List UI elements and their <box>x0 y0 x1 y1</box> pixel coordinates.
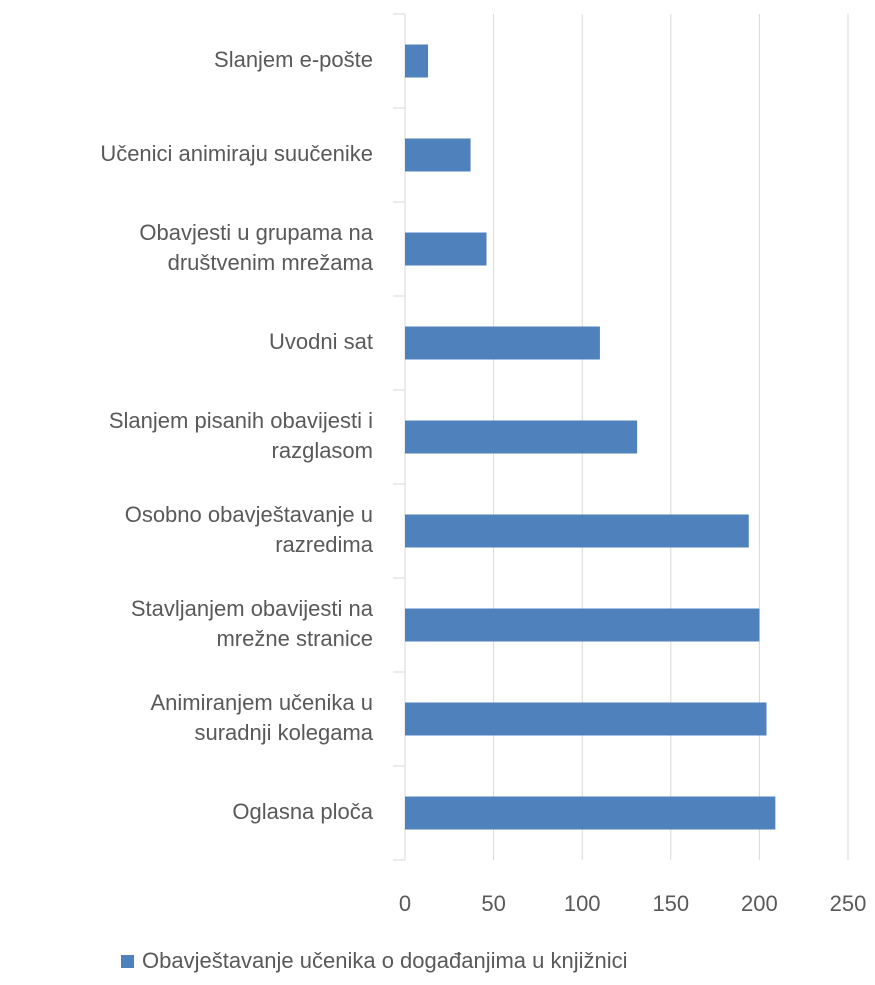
y-tick-label: Oglasna ploča <box>232 799 373 824</box>
bar <box>405 702 767 736</box>
bar <box>405 232 487 266</box>
y-tick-label: Slanjem pisanih obavijesti i razglasom <box>109 408 373 463</box>
x-tick-label: 250 <box>830 891 867 916</box>
x-tick-label: 0 <box>399 891 411 916</box>
bar <box>405 514 749 548</box>
y-tick-label: Osobno obavještavanje u razredima <box>125 502 374 557</box>
bar <box>405 44 429 78</box>
legend-swatch <box>121 955 134 968</box>
y-tick-label: Obavjesti u grupama na društvenim mrežama <box>139 220 373 275</box>
y-tick-label: Uvodni sat <box>269 329 373 354</box>
legend-label: Obavještavanje učenika o događanjima u k… <box>142 948 628 973</box>
y-tick-label: Stavljanjem obavijesti na mrežne stranice <box>131 596 374 651</box>
x-tick-label: 150 <box>652 891 689 916</box>
bar <box>405 608 760 642</box>
bar <box>405 420 638 454</box>
bar <box>405 138 471 172</box>
bar <box>405 326 600 360</box>
x-tick-label: 50 <box>481 891 505 916</box>
x-tick-label: 200 <box>741 891 778 916</box>
bar <box>405 796 776 830</box>
y-tick-label: Učenici animiraju suučenike <box>100 141 373 166</box>
y-tick-label: Animiranjem učenika u suradnji kolegama <box>150 690 373 745</box>
y-tick-label: Slanjem e-pošte <box>214 47 373 72</box>
x-tick-label: 100 <box>564 891 601 916</box>
